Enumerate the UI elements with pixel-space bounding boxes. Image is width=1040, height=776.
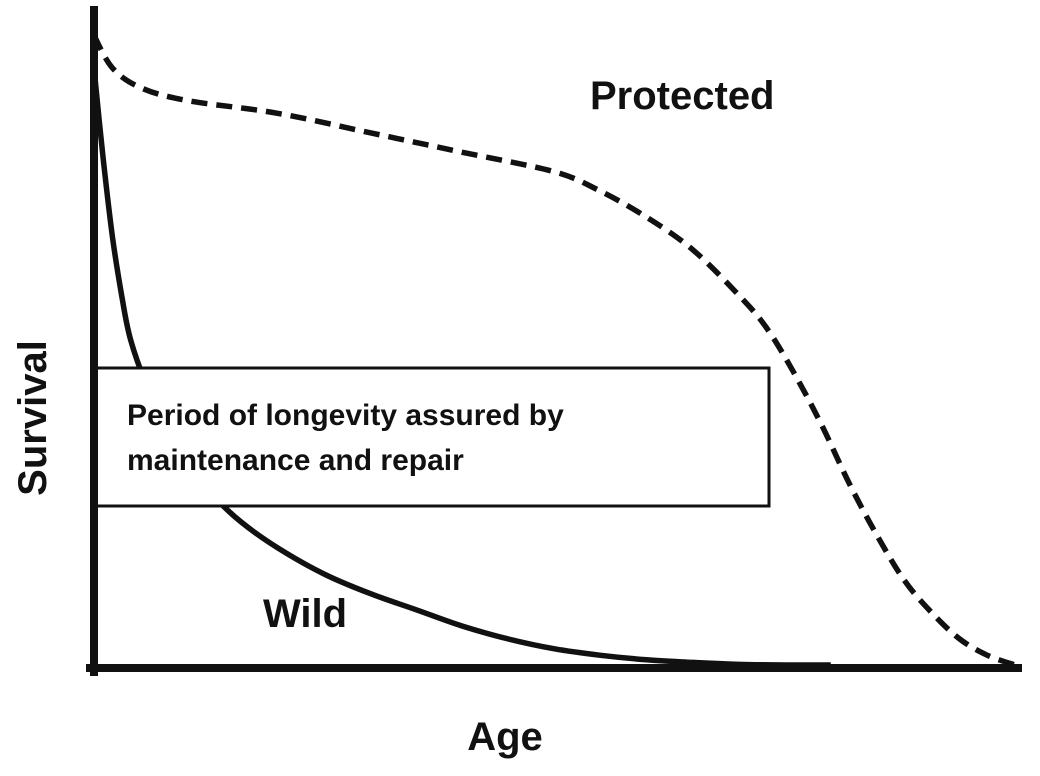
annotation-line-2: maintenance and repair — [127, 444, 464, 477]
series-line-protected — [91, 34, 1016, 668]
curves-layer — [91, 34, 1016, 668]
series-label-wild: Wild — [263, 592, 347, 636]
annotation-box: Period of longevity assured by maintenan… — [94, 366, 771, 508]
series-line-wild — [91, 67, 831, 668]
annotation-box-frame — [94, 366, 771, 508]
x-axis-title: Age — [467, 715, 543, 759]
series-label-protected: Protected — [590, 74, 775, 118]
y-axis-title: Survival — [11, 340, 55, 496]
annotation-line-1: Period of longevity assured by — [127, 399, 564, 432]
